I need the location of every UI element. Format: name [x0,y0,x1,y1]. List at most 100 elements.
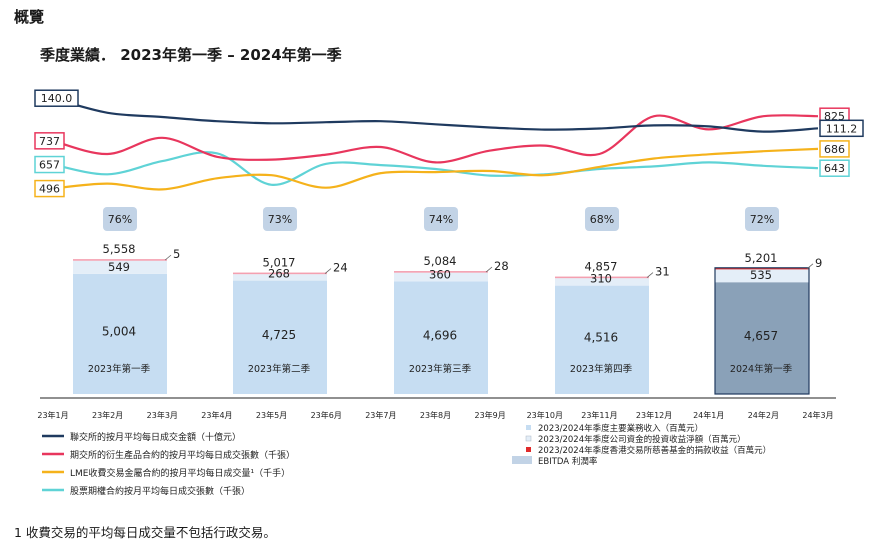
bar-highlight-outline [714,267,810,395]
bar-donation-label-3: 28 [494,259,509,273]
bar-main-label-5: 4,657 [744,329,778,343]
quarter-label-1: 2023年第一季 [88,363,151,375]
series-line-navy [52,97,819,133]
x-tick-label: 23年5月 [256,410,287,420]
bar-total-label-1: 5,558 [103,242,136,256]
start-label-box-navy [34,89,79,107]
legend-right-label-2: 2023/2024年季度公司資金的投資收益淨額（百萬元） [538,434,746,445]
x-tick-label: 24年1月 [693,410,724,420]
bar-main-label-2: 4,725 [262,328,296,342]
x-tick-label: 23年1月 [37,410,68,420]
bar-donation-1 [73,259,167,261]
bar-total-label-3: 5,084 [424,254,457,268]
bar-investment-label-5: 535 [750,268,772,282]
start-label-cyan: 657 [39,159,60,172]
legend-square-1 [526,425,531,430]
donation-leader-5 [806,263,814,270]
bar-donation-label-4: 31 [655,265,670,279]
legend-right-label-1: 2023/2024年季度主要業務收入（百萬元） [538,423,703,434]
quarter-label-5: 2024年第一季 [730,363,793,375]
x-tick-label: 23年2月 [92,410,123,420]
bar-donation-2 [233,272,327,275]
bar-donation-3 [394,271,488,273]
bar-main-1 [73,273,167,394]
start-label-orange: 496 [39,183,60,196]
ebitda-box-4 [585,207,619,231]
bar-investment-label-3: 360 [429,267,451,281]
x-tick-label: 24年2月 [748,410,779,420]
x-tick-label: 23年4月 [201,410,232,420]
bar-total-label-5: 5,201 [745,251,778,265]
x-tick-label: 23年6月 [311,410,342,420]
bar-main-label-1: 5,004 [102,325,136,339]
bar-main-label-3: 4,696 [423,328,457,342]
donation-leader-2 [324,268,332,274]
ebitda-label-4: 68% [590,213,614,226]
legend-right-label-3: 2023/2024年季度香港交易所慈善基金的捐款收益（百萬元） [538,445,771,456]
end-label-box-cyan [819,159,850,177]
bar-donation-5 [715,267,809,270]
bar-main-5 [715,282,809,394]
bar-investment-1 [73,260,167,274]
bar-investment-label-1: 549 [108,260,130,274]
chart-subtitle: 季度業績． 2023年第一季 – 2024年第一季 [40,46,342,64]
ebitda-box-1 [103,207,137,231]
start-label-box-orange [34,179,65,198]
bar-investment-5 [715,269,809,283]
bar-total-label-4: 4,857 [585,260,618,274]
ebitda-label-2: 73% [268,213,292,226]
ebitda-box-3 [424,207,458,231]
end-label-box-orange [819,140,850,158]
bar-donation-label-1: 5 [173,247,180,261]
legend-ebitda-swatch [512,456,532,464]
legend-right-label-4: EBITDA 利潤率 [538,456,598,467]
legend-square-2 [525,435,532,442]
quarter-label-3: 2023年第三季 [409,363,472,375]
start-label-navy: 140.0 [41,92,73,105]
x-tick-label: 23年7月 [365,410,396,420]
bar-donation-label-2: 24 [333,261,348,275]
ebitda-label-5: 72% [750,213,774,226]
start-label-pink: 737 [39,135,60,148]
legend-label-pink: 期交所的衍生產品合約的按月平均每日成交張數（千張） [70,449,295,461]
ebitda-box-5 [745,207,779,231]
bar-investment-3 [394,272,488,282]
bar-main-3 [394,281,488,394]
end-label-box-navy [819,119,864,138]
bar-donation-label-5: 9 [815,256,822,270]
series-line-cyan [52,151,819,186]
bar-investment-2 [233,274,327,281]
bar-main-2 [233,280,327,394]
end-label-orange: 686 [824,143,845,156]
quarter-label-4: 2023年第四季 [570,363,633,375]
donation-leader-1 [164,254,172,261]
bar-investment-4 [555,278,649,286]
series-line-orange [52,147,819,191]
bar-main-label-4: 4,516 [584,331,618,345]
x-tick-label: 24年3月 [802,410,833,420]
end-label-navy: 111.2 [826,122,858,135]
donation-leader-4 [646,272,654,278]
footnote: 1 收費交易的平均每日成交量不包括行政交易。 [14,525,276,540]
x-tick-label: 23年9月 [475,410,506,420]
bar-total-label-2: 5,017 [263,256,296,270]
legend-label-cyan: 股票期權合約按月平均每日成交張數（千張） [70,485,250,497]
legend-label-navy: 聯交所的按月平均每日成交金額（十億元） [70,431,241,443]
x-tick-label: 23年12月 [636,410,672,420]
x-tick-label: 23年11月 [581,410,617,420]
start-label-box-pink [34,132,65,150]
x-tick-label: 23年3月 [147,410,178,420]
ebitda-label-1: 76% [108,213,132,226]
start-label-box-cyan [34,155,65,174]
ebitda-box-2 [263,207,297,231]
bar-investment-label-2: 268 [268,267,290,281]
page-heading: 概覽 [14,8,45,26]
x-tick-label: 23年8月 [420,410,451,420]
bar-investment-label-4: 310 [590,272,612,286]
bar-donation-4 [555,276,649,279]
end-label-cyan: 643 [824,162,845,175]
x-tick-label: 23年10月 [527,410,563,420]
legend-square-3 [526,447,531,452]
quarter-label-2: 2023年第二季 [248,363,311,375]
